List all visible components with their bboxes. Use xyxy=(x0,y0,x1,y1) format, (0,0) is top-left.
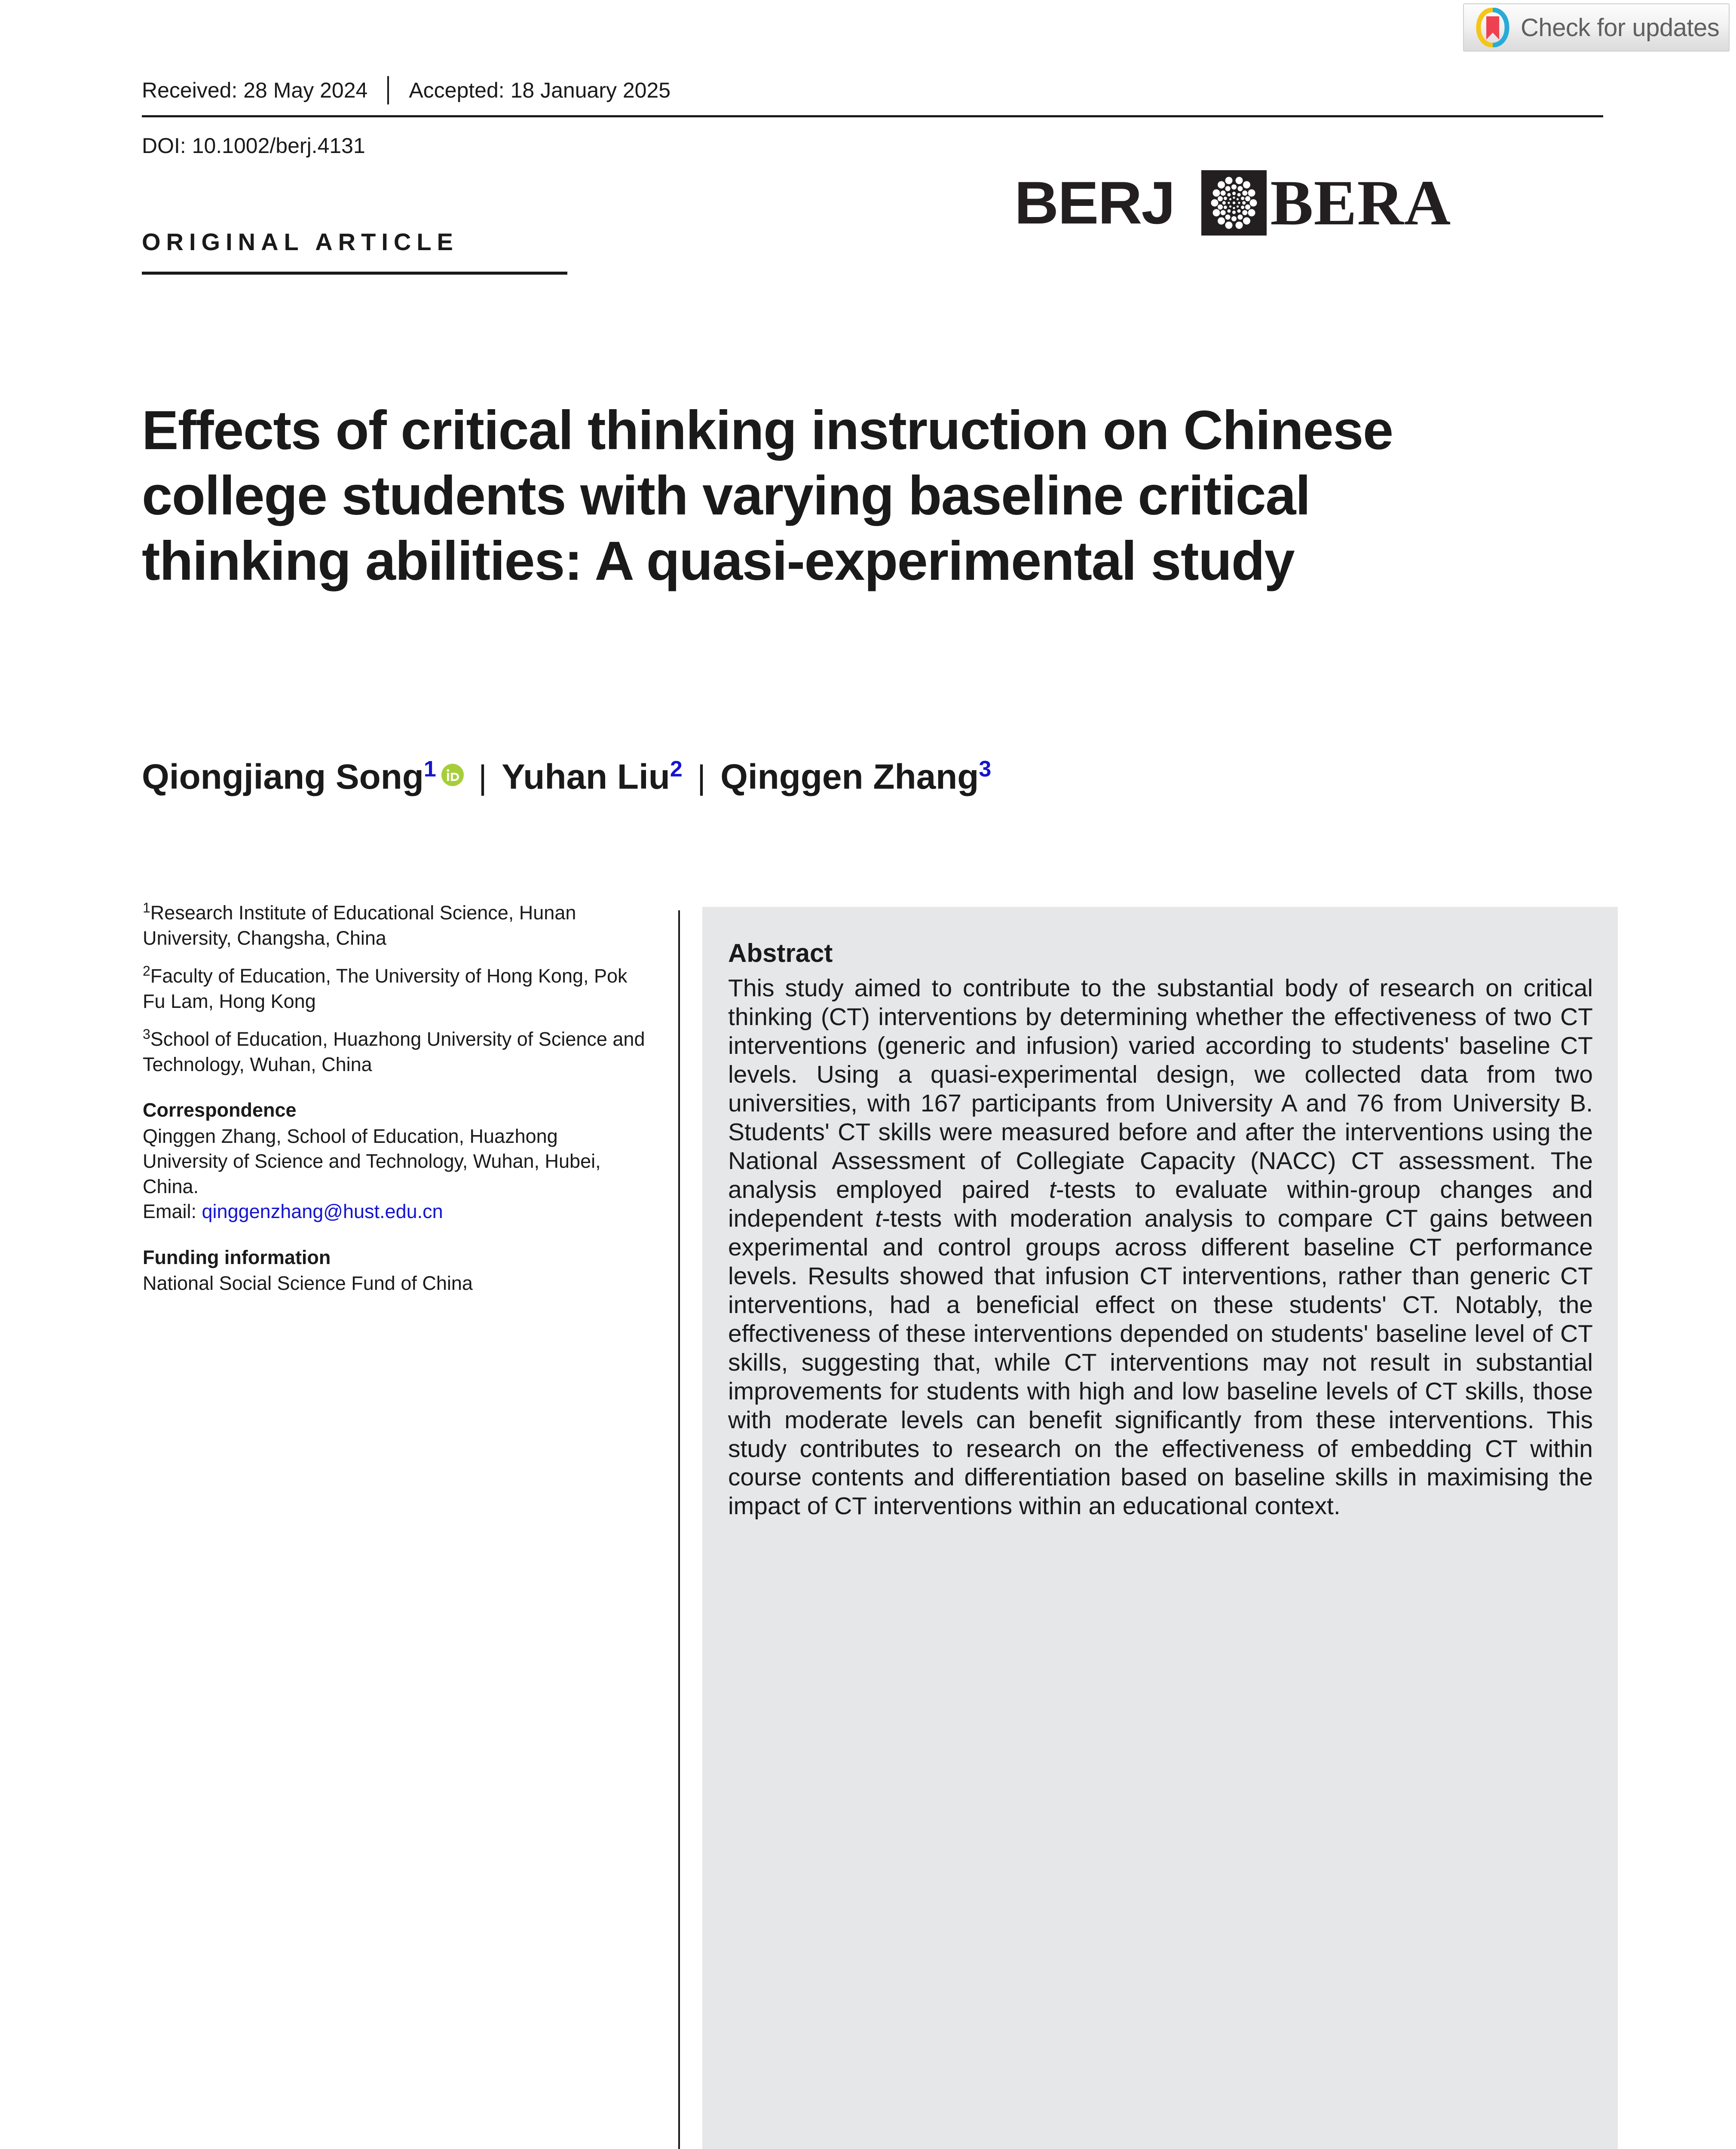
author-divider-1: | xyxy=(478,758,487,796)
email-link[interactable]: qinggenzhang@hust.edu.cn xyxy=(202,1200,443,1222)
author-divider-2: | xyxy=(697,758,706,796)
orcid-icon[interactable] xyxy=(441,754,464,786)
abstract-part-2: -tests to evaluate within-group changes … xyxy=(728,1176,1593,1232)
author-name: Yuhan Liu xyxy=(502,757,670,796)
abstract-italic-t-2: t xyxy=(875,1204,882,1232)
abstract-heading: Abstract xyxy=(728,939,833,967)
correspondence-email-line: Email: qinggenzhang@hust.edu.cn xyxy=(143,1199,648,1225)
affiliation-item: 2Faculty of Education, The University of… xyxy=(143,964,648,1014)
email-label: Email: xyxy=(143,1200,202,1222)
affiliation-item: 1Research Institute of Educational Scien… xyxy=(143,900,648,951)
publication-dates: Received: 28 May 2024 Accepted: 18 Janua… xyxy=(142,75,1603,105)
column-divider xyxy=(678,910,680,2149)
page-title: Effects of critical thinking instruction… xyxy=(142,399,1393,592)
affiliation-item: 3School of Education, Huazhong Universit… xyxy=(143,1027,648,1077)
author-name: Qiongjiang Song xyxy=(142,757,424,796)
article-type-rule xyxy=(142,272,567,275)
header-rule xyxy=(142,115,1603,117)
affiliation-text: Research Institute of Educational Scienc… xyxy=(143,902,576,949)
affiliation-marker: 2 xyxy=(143,963,150,979)
author-entry[interactable]: Qiongjiang Song1 xyxy=(142,754,464,797)
accepted-date: Accepted: 18 January 2025 xyxy=(409,78,671,102)
bera-logo: BERA xyxy=(1270,167,1451,239)
doi-text: DOI: 10.1002/berj.4131 xyxy=(142,134,365,158)
funding-heading: Funding information xyxy=(143,1246,331,1268)
bera-dot-logo-icon xyxy=(1201,170,1267,236)
funding-body: National Social Science Fund of China xyxy=(143,1272,473,1294)
abstract-part-3: -tests with moderation analysis to compa… xyxy=(728,1204,1593,1520)
received-date: Received: 28 May 2024 xyxy=(142,78,368,102)
author-list: Qiongjiang Song1 | Yuhan Liu2 | Qinggen … xyxy=(142,754,1603,797)
crossmark-icon xyxy=(1476,7,1509,48)
affiliation-text: School of Education, Huazhong University… xyxy=(143,1028,645,1075)
berj-logo: BERJ xyxy=(1014,169,1176,236)
article-type-label: ORIGINAL ARTICLE xyxy=(142,228,459,255)
correspondence-body: Qinggen Zhang, School of Education, Huaz… xyxy=(143,1125,601,1197)
funding-section: Funding information National Social Scie… xyxy=(143,1245,648,1296)
correspondence-heading: Correspondence xyxy=(143,1099,297,1121)
check-for-updates-badge[interactable]: Check for updates xyxy=(1463,3,1730,52)
author-entry[interactable]: Yuhan Liu2 xyxy=(502,757,683,797)
abstract-panel: Abstract This study aimed to contribute … xyxy=(702,907,1618,2149)
author-affiliation-marker: 1 xyxy=(423,756,436,782)
author-affiliation-marker: 2 xyxy=(670,756,683,782)
abstract-text: This study aimed to contribute to the su… xyxy=(728,974,1593,1521)
author-entry[interactable]: Qinggen Zhang3 xyxy=(720,757,991,797)
abstract-part-1: This study aimed to contribute to the su… xyxy=(728,974,1593,1203)
affiliation-marker: 3 xyxy=(143,1026,150,1042)
article-metadata-column: 1Research Institute of Educational Scien… xyxy=(143,900,648,1296)
affiliation-text: Faculty of Education, The University of … xyxy=(143,965,628,1012)
dates-divider xyxy=(387,76,389,104)
affiliation-marker: 1 xyxy=(143,900,150,915)
abstract-italic-t-1: t xyxy=(1049,1176,1056,1203)
author-name: Qinggen Zhang xyxy=(720,757,979,796)
check-for-updates-label: Check for updates xyxy=(1521,13,1720,42)
correspondence-section: Correspondence Qinggen Zhang, School of … xyxy=(143,1098,648,1225)
journal-logos: BERJ xyxy=(1014,168,1451,237)
author-affiliation-marker: 3 xyxy=(979,756,992,782)
